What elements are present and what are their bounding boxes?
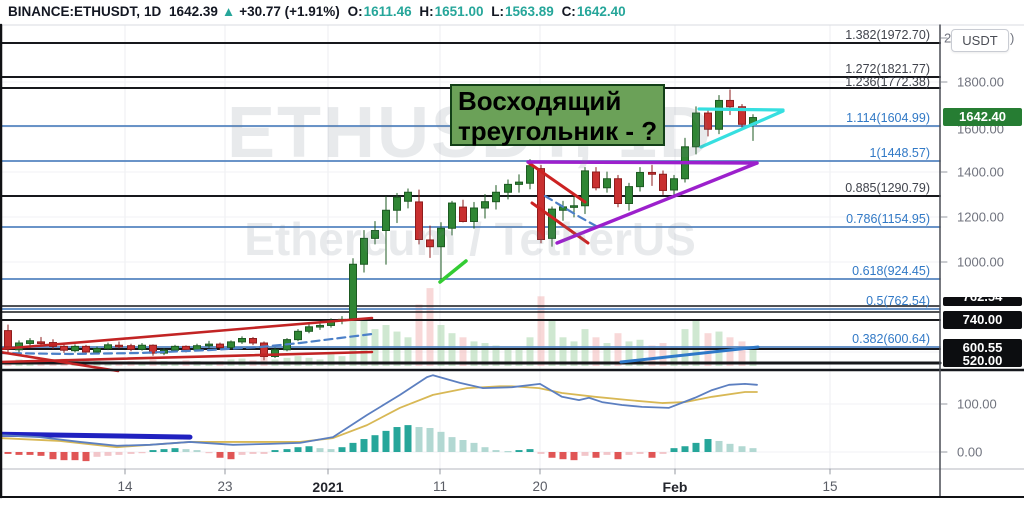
annotation-text-line1: Восходящий (458, 86, 622, 116)
time-axis-label: 2021 (312, 479, 344, 495)
clipped-price-label-post: ) (1010, 30, 1015, 46)
chart-legend[interactable]: BINANCE:ETHUSDT, 1D 1642.39 ▲ +30.77 (+1.91… (8, 4, 630, 22)
time-axis-label: Feb (662, 479, 688, 495)
price-axis-label: 1800.00 (957, 74, 1004, 90)
currency-toggle-button[interactable]: USDT (951, 29, 1009, 52)
indicator-axis-label: 100.00 (957, 396, 997, 412)
fib-level-label: 1.236(1772.38) (845, 75, 930, 89)
fib-level-label: 0.786(1154.95) (846, 212, 930, 226)
up-arrow-icon: ▲ (221, 4, 236, 19)
time-axis-label: 23 (217, 479, 233, 494)
level-price-badge: 740.00 (943, 311, 1022, 329)
clipped-price-label-pre: 2 (944, 30, 952, 46)
close-value: 1642.40 (576, 4, 626, 19)
open-value: 1611.46 (363, 4, 412, 19)
open-label: O: (347, 4, 363, 19)
time-axis-label: 14 (117, 479, 133, 494)
fib-level-label: 0.382(600.64) (852, 332, 930, 346)
level-price-badge: 762.54 (943, 297, 1022, 306)
last-price-badge: 1642.40 (943, 108, 1022, 126)
fib-level-label: 0.618(924.45) (852, 264, 930, 278)
interval-label[interactable]: 1D (144, 4, 162, 19)
high-value: 1651.00 (434, 4, 484, 19)
fib-level-label: 1.272(1821.77) (845, 62, 930, 76)
indicator-axis-label: 0.00 (957, 444, 983, 460)
price-axis[interactable]: 2 USDT ) 1600.00 1800.00 1400.00 1200.00 100… (941, 25, 1024, 469)
fib-level-label: 1(1448.57) (869, 146, 930, 160)
ascending-triangle-annotation[interactable]: Восходящий треугольник - ? (450, 84, 665, 146)
fib-level-label: 0.5(762.54) (866, 294, 930, 308)
symbol-title[interactable]: BINANCE:ETHUSDT, (8, 4, 141, 19)
price-axis-label: 1400.00 (957, 164, 1004, 180)
low-value: 1563.89 (504, 4, 554, 19)
high-label: H: (419, 4, 434, 19)
close-label: C: (561, 4, 576, 19)
fib-level-label: 1.114(1604.99) (846, 111, 930, 125)
price-axis-label: 1200.00 (957, 209, 1004, 225)
fib-level-label: 0.885(1290.79) (845, 181, 930, 195)
time-axis[interactable]: 14 23 2021 11 20 Feb 15 (0, 469, 940, 497)
annotation-text-line2: треугольник - ? (458, 116, 658, 146)
fib-level-label: 1.382(1972.70) (845, 28, 930, 42)
low-label: L: (491, 4, 504, 19)
time-axis-label: 11 (432, 479, 448, 494)
time-axis-label: 15 (822, 479, 838, 494)
last-price: 1642.39 (169, 4, 218, 19)
level-price-badge: 520.00 (943, 352, 1022, 367)
price-axis-label: 1000.00 (957, 254, 1004, 270)
time-axis-label: 20 (532, 479, 548, 494)
price-change: +30.77 (+1.91%) (239, 4, 340, 19)
